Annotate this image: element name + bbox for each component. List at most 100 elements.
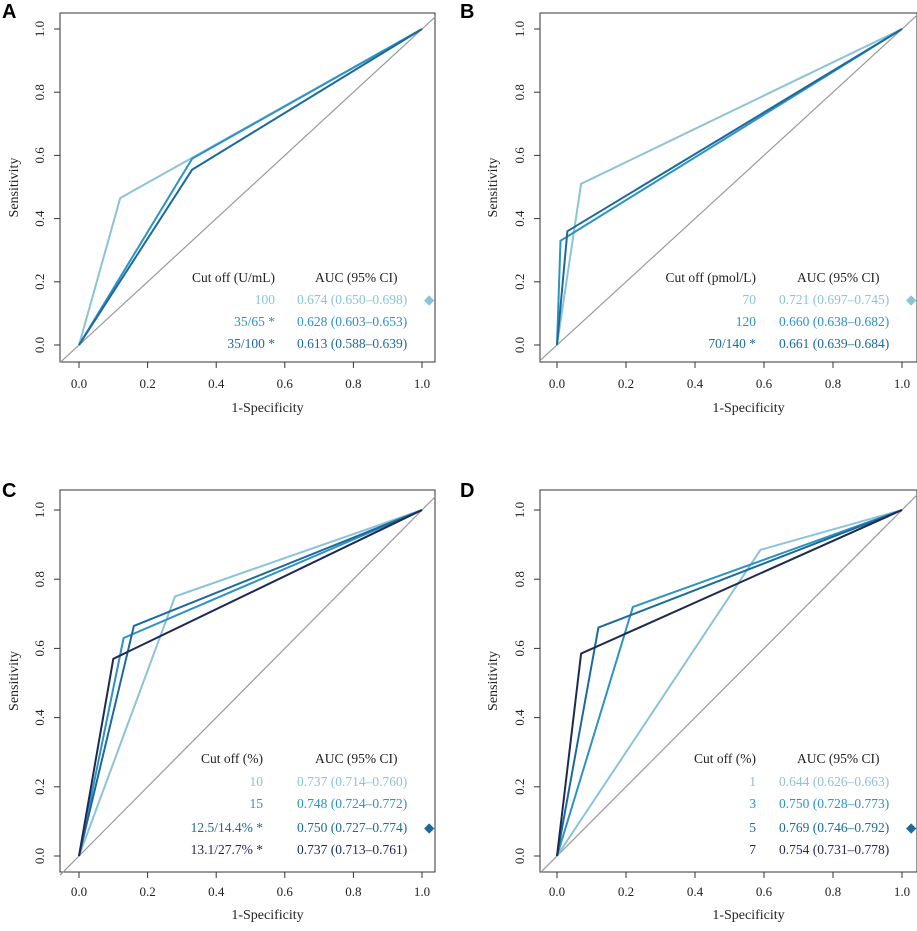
legend-cutoff-label: 35/65 * bbox=[234, 314, 275, 329]
x-tick-label: 0.4 bbox=[687, 376, 704, 391]
x-tick-label: 0.0 bbox=[71, 376, 87, 391]
chance-diagonal-line bbox=[539, 494, 917, 874]
roc-curve-line bbox=[78, 28, 423, 346]
legend-cutoff-label: 10 bbox=[250, 774, 264, 789]
legend-auc-label: 0.721 (0.697–0.745) bbox=[779, 292, 889, 307]
panel-letter: D bbox=[460, 480, 474, 502]
legend: Cut off (U/mL) AUC (95% CI) 100 0.674 (0.65… bbox=[192, 270, 435, 351]
legend-cutoff-label: 1 bbox=[749, 774, 756, 789]
roc-curves bbox=[556, 28, 903, 346]
x-tick-label: 0.2 bbox=[618, 376, 634, 391]
roc-curve-line bbox=[556, 509, 903, 857]
roc-curves bbox=[556, 509, 903, 857]
legend-header-cutoff: Cut off (U/mL) bbox=[192, 270, 275, 285]
legend-cutoff-label: 3 bbox=[749, 796, 756, 811]
best-auc-diamond-icon: ◆ bbox=[906, 292, 917, 308]
x-tick-label: 0.6 bbox=[756, 376, 773, 391]
chance-diagonal-line bbox=[539, 14, 917, 362]
roc-curve-line bbox=[556, 509, 903, 857]
y-tick-label: 0.0 bbox=[32, 848, 47, 864]
legend-cutoff-label: 15 bbox=[250, 796, 264, 811]
x-tick-label: 1.0 bbox=[414, 376, 430, 391]
plot-frame bbox=[59, 489, 436, 873]
legend-header-auc: AUC (95% CI) bbox=[315, 751, 398, 766]
x-tick-label: 0.2 bbox=[139, 884, 155, 899]
y-tick-label: 0.4 bbox=[512, 210, 527, 227]
roc-curves bbox=[78, 28, 423, 346]
y-tick-label: 0.2 bbox=[512, 779, 527, 795]
x-axis-title: 1-Specificity bbox=[712, 908, 784, 923]
roc-curve-line bbox=[78, 28, 423, 346]
legend-header-cutoff: Cut off (%) bbox=[694, 751, 756, 766]
legend-auc-label: 0.660 (0.638–0.682) bbox=[779, 314, 889, 329]
x-tick-label: 0.0 bbox=[549, 376, 565, 391]
x-tick-label: 1.0 bbox=[414, 884, 430, 899]
legend-cutoff-label: 70 bbox=[743, 292, 757, 307]
legend-cutoff-label: 12.5/14.4% * bbox=[191, 820, 264, 835]
roc-curve-line bbox=[78, 509, 423, 857]
x-axis-title: 1-Specificity bbox=[231, 401, 303, 416]
y-axis: 0.0 0.2 0.4 0.6 0.8 1.0 Sensitivity bbox=[486, 502, 540, 864]
y-axis-title: Sensitivity bbox=[486, 158, 501, 218]
y-tick-label: 0.0 bbox=[512, 337, 527, 353]
x-tick-label: 0.8 bbox=[345, 884, 361, 899]
legend: Cut off (pmol/L) AUC (95% CI) 70 0.721 (0.6… bbox=[666, 270, 917, 351]
panel-a: A0.0 0.2 0.4 0.6 0.8 1.01-Specificity0.00.20.… bbox=[2, 1, 436, 416]
roc-curve-line bbox=[556, 509, 903, 857]
roc-curve-line bbox=[78, 509, 423, 857]
legend-auc-label: 0.737 (0.714–0.760) bbox=[297, 774, 407, 789]
legend-header-cutoff: Cut off (pmol/L) bbox=[666, 270, 757, 285]
y-axis-title: Sensitivity bbox=[7, 158, 22, 218]
y-tick-label: 0.2 bbox=[32, 779, 47, 795]
y-tick-label: 0.8 bbox=[32, 84, 47, 100]
roc-curve-line bbox=[556, 28, 903, 346]
chance-diagonal-line bbox=[59, 16, 436, 363]
legend: Cut off (%) AUC (95% CI) 10 0.737 (0.714–0.… bbox=[191, 751, 435, 857]
x-tick-label: 0.4 bbox=[208, 884, 225, 899]
y-tick-label: 1.0 bbox=[512, 502, 527, 518]
x-axis: 0.0 0.2 0.4 0.6 0.8 1.0 1-Specificity bbox=[71, 362, 430, 416]
roc-curve-line bbox=[556, 28, 903, 346]
x-axis-title: 1-Specificity bbox=[712, 401, 784, 416]
x-tick-label: 0.4 bbox=[687, 884, 704, 899]
plot-frame bbox=[59, 12, 436, 363]
y-tick-label: 0.8 bbox=[32, 571, 47, 587]
x-tick-label: 0.0 bbox=[549, 884, 565, 899]
y-axis: 0.0 0.2 0.4 0.6 0.8 1.0 Sensitivity bbox=[486, 21, 540, 353]
x-tick-label: 0.6 bbox=[277, 884, 294, 899]
y-axis: 0.0 0.2 0.4 0.6 0.8 1.0 Sensitivity bbox=[7, 502, 60, 864]
panel-letter: C bbox=[2, 480, 16, 502]
panel-d: D 0.0 0.2 0.4 0.6 0.8 1.0 1-Specificity 0.00.20.… bbox=[460, 480, 917, 923]
panel-letter: A bbox=[2, 1, 16, 23]
x-axis: 0.0 0.2 0.4 0.6 0.8 1.0 1-Specificity bbox=[71, 872, 430, 923]
roc-curve-line bbox=[78, 509, 423, 857]
y-tick-label: 1.0 bbox=[32, 21, 47, 37]
y-tick-label: 1.0 bbox=[512, 21, 527, 37]
legend-header-auc: AUC (95% CI) bbox=[797, 751, 880, 766]
roc-curve-line bbox=[556, 28, 903, 346]
legend-auc-label: 0.769 (0.746–0.792) bbox=[779, 820, 889, 835]
x-axis: 0.0 0.2 0.4 0.6 0.8 1.0 1-Specificity bbox=[549, 362, 910, 416]
legend-auc-label: 0.613 (0.588–0.639) bbox=[297, 336, 407, 351]
legend-auc-label: 0.748 (0.724–0.772) bbox=[297, 796, 407, 811]
legend: Cut off (%) AUC (95% CI) 1 0.644 (0.626–0.6… bbox=[694, 751, 917, 857]
roc-curve-line bbox=[556, 509, 903, 857]
legend-auc-label: 0.644 (0.626–0.663) bbox=[779, 774, 889, 789]
best-auc-diamond-icon: ◆ bbox=[424, 820, 435, 836]
legend-header-cutoff: Cut off (%) bbox=[201, 751, 263, 766]
x-tick-label: 0.6 bbox=[277, 376, 294, 391]
y-tick-label: 0.6 bbox=[32, 147, 47, 164]
y-axis-title: Sensitivity bbox=[7, 651, 22, 711]
y-tick-label: 0.6 bbox=[32, 640, 47, 657]
x-tick-label: 1.0 bbox=[894, 884, 910, 899]
x-tick-label: 0.2 bbox=[618, 884, 634, 899]
y-tick-label: 0.4 bbox=[32, 210, 47, 227]
legend-auc-label: 0.661 (0.639–0.684) bbox=[779, 336, 889, 351]
y-tick-label: 0.8 bbox=[512, 84, 527, 100]
x-tick-label: 0.6 bbox=[756, 884, 773, 899]
legend-cutoff-label: 100 bbox=[255, 292, 276, 307]
legend-cutoff-label: 70/140 * bbox=[708, 336, 756, 351]
x-tick-label: 0.8 bbox=[825, 884, 841, 899]
legend-auc-label: 0.754 (0.731–0.778) bbox=[779, 842, 889, 857]
chance-diagonal-line bbox=[59, 496, 436, 876]
